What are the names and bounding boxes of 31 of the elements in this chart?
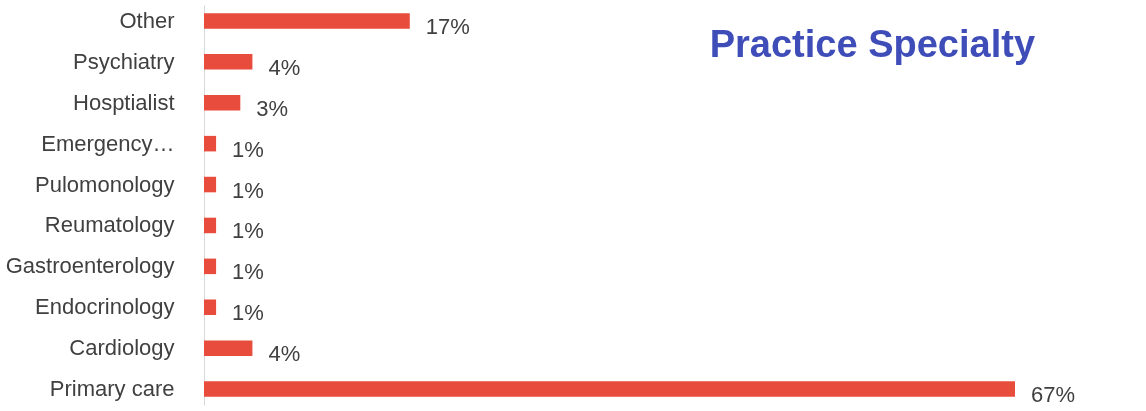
data-label: 1% [232, 177, 264, 203]
data-label: 3% [256, 95, 289, 121]
y-tick-label: Endocrinology [35, 294, 175, 320]
data-label: 4% [268, 54, 301, 80]
bar [204, 94, 241, 111]
data-label: 1% [232, 259, 264, 285]
y-tick-label: Cardiology [69, 335, 175, 361]
bar [204, 135, 217, 152]
y-tick-label: Reumatology [44, 212, 175, 238]
bar [204, 54, 253, 70]
bar [204, 176, 217, 193]
data-label: 67% [1031, 382, 1076, 408]
data-label: 17% [425, 13, 470, 39]
bar [204, 381, 1015, 397]
data-label: 1% [232, 300, 264, 326]
bar [204, 13, 410, 29]
y-tick-label: Primary care [49, 376, 175, 402]
bar [204, 340, 253, 356]
data-label: 1% [232, 218, 264, 244]
y-tick-label: Gastroenterology [5, 253, 175, 279]
bar [204, 217, 217, 234]
y-tick-label: Hosptialist [73, 89, 175, 115]
y-tick-label: Pulomonology [35, 171, 175, 197]
y-tick-label: Emergency… [41, 130, 175, 156]
y-tick-label: Other [119, 7, 175, 33]
bar [204, 299, 217, 316]
y-tick-label: Psychiatry [73, 48, 175, 74]
data-label: 4% [268, 341, 301, 367]
bar [204, 258, 217, 275]
text: Practice Specialty [709, 23, 1036, 65]
data-label: 1% [232, 136, 264, 162]
